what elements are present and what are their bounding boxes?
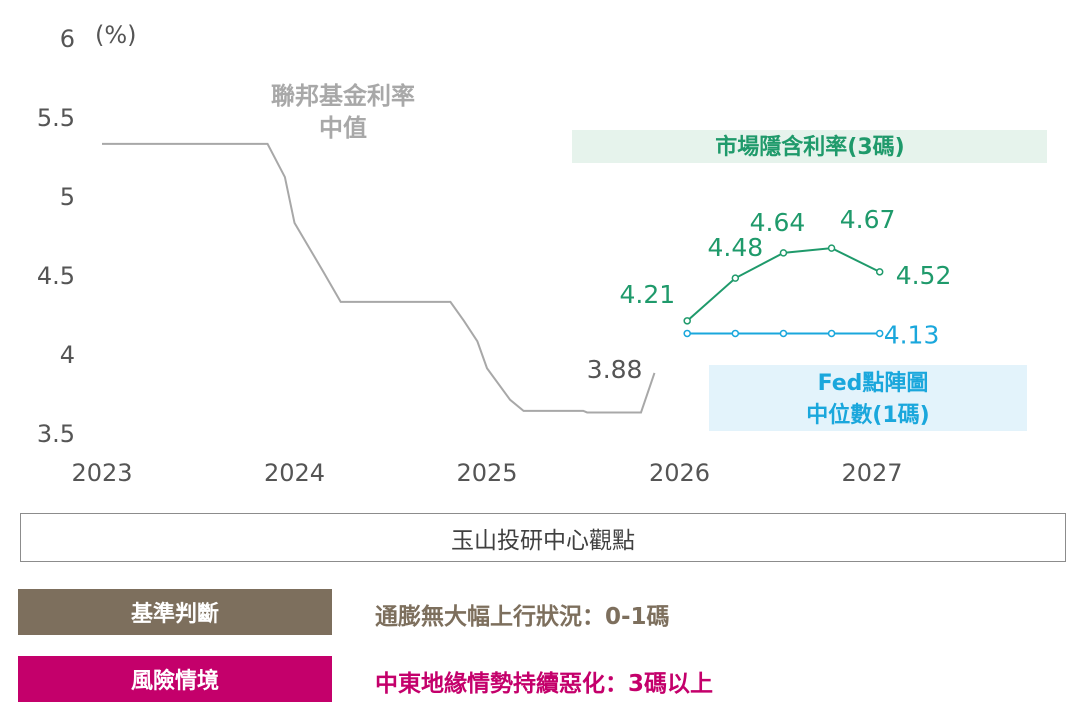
market-implied-data-label: 4.64	[750, 208, 806, 237]
dot-plot-point	[827, 329, 836, 338]
y-unit-label: (%)	[95, 21, 137, 49]
market-implied-data-label: 4.52	[896, 261, 952, 290]
dot-plot-end-label: 4.13	[884, 320, 940, 349]
y-tick-label: 4.5	[37, 262, 75, 290]
fed-funds-label-line2: 中值	[319, 114, 367, 142]
dot-plot-label-line2: 中位數(1碼)	[806, 402, 929, 428]
market-implied-point	[731, 274, 740, 282]
y-tick-label: 5	[60, 183, 75, 211]
x-tick-label: 2024	[264, 459, 325, 487]
market-implied-point	[683, 317, 691, 325]
dot-plot-point	[683, 329, 691, 338]
market-implied-data-label: 4.21	[620, 280, 676, 309]
base-case-text: 通膨無大幅上行狀況：0-1碼	[375, 604, 670, 630]
x-tick-label: 2026	[649, 459, 710, 487]
risk-case-tag: 風險情境	[18, 656, 332, 702]
market-implied-data-label: 4.67	[840, 205, 896, 234]
dot-plot-band	[709, 365, 1027, 431]
market-implied-band	[572, 130, 1047, 163]
y-tick-label: 6	[60, 25, 75, 53]
base-case-tag: 基準判斷	[18, 589, 332, 635]
dot-plot-label-line1: Fed點陣圖	[818, 371, 929, 396]
x-tick-label: 2025	[456, 459, 517, 487]
market-implied-data-label: 4.48	[707, 233, 763, 262]
fed-funds-label-line1: 聯邦基金利率	[271, 82, 415, 110]
x-tick-label: 2027	[841, 459, 902, 487]
market-implied-point	[779, 249, 788, 257]
market-implied-point	[827, 244, 836, 252]
x-tick-label: 2023	[71, 459, 132, 487]
fed-funds-end-label: 3.88	[587, 355, 643, 384]
rate-chart: 3.5 4 4.5 5 5.5 6 2023 2024 2025 2026 2027 (%) 市場…	[37, 21, 1047, 487]
dot-plot-point	[875, 329, 884, 338]
y-tick-label: 4	[60, 341, 75, 369]
viewpoint-box: 玉山投研中心觀點	[20, 513, 1066, 562]
fed-funds-line	[102, 142, 656, 414]
risk-case-text: 中東地緣情勢持續惡化：3碼以上	[375, 671, 714, 697]
market-implied-point	[875, 268, 884, 276]
y-tick-label: 3.5	[37, 420, 75, 448]
dot-plot-point	[731, 329, 740, 338]
dot-plot-point	[779, 329, 788, 338]
y-tick-label: 5.5	[37, 104, 75, 132]
market-implied-label: 市場隱含利率(3碼)	[715, 134, 904, 160]
